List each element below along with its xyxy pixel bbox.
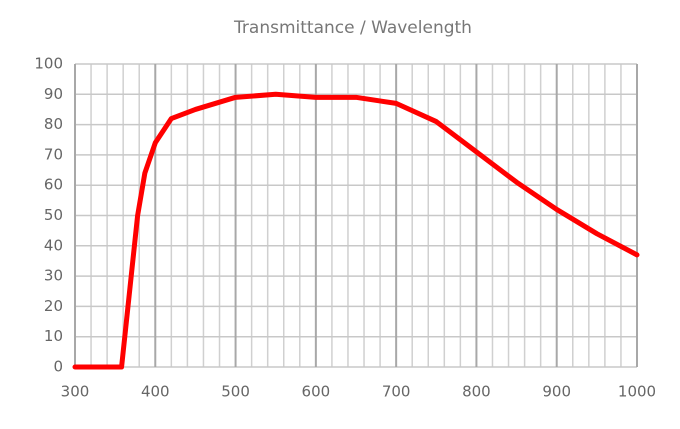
x-tick-label: 400 <box>141 383 170 401</box>
y-tick-label: 100 <box>34 55 63 73</box>
y-tick-label: 90 <box>44 85 63 103</box>
data-line <box>72 91 640 370</box>
y-tick-label: 0 <box>53 358 63 376</box>
chart-title: Transmittance / Wavelength <box>233 18 472 38</box>
x-tick-label: 300 <box>61 383 90 401</box>
y-tick-label: 70 <box>44 145 63 163</box>
y-tick-label: 30 <box>44 267 63 285</box>
x-tick-label: 700 <box>382 383 411 401</box>
x-tick-label: 900 <box>542 383 571 401</box>
y-tick-label: 10 <box>44 327 63 345</box>
y-tick-label: 40 <box>44 236 63 254</box>
x-tick-label: 600 <box>302 383 331 401</box>
y-tick-label: 80 <box>44 115 63 133</box>
x-tick-label: 1000 <box>618 383 656 401</box>
x-tick-label: 800 <box>462 383 491 401</box>
x-tick-label: 500 <box>221 383 250 401</box>
y-tick-label: 50 <box>44 206 63 224</box>
y-tick-label: 20 <box>44 297 63 315</box>
y-tick-label: 60 <box>44 176 63 194</box>
